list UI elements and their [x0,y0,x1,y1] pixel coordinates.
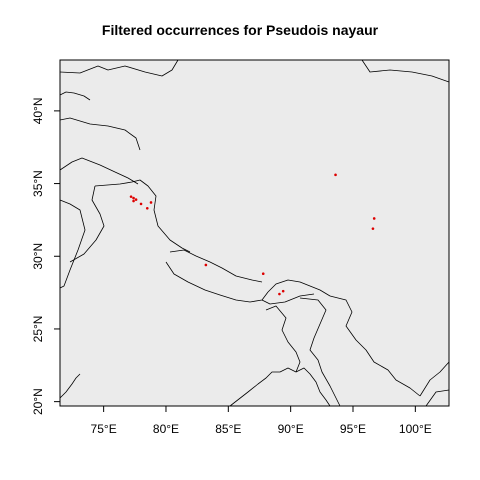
border-bhutan [267,279,331,297]
occurrence-points [129,173,376,296]
coastline-west-india [59,373,81,399]
occurrence-point [334,173,337,177]
occurrence-point [139,202,143,206]
border-pakistan-west [59,199,86,289]
y-tick-label: 25°N [31,316,45,343]
border-pakistan-india [94,179,191,253]
border-central-asia-b [59,91,91,101]
occurrence-point [261,272,265,276]
occurrence-point [371,227,375,230]
coastline-bay-of-bengal [229,367,331,407]
border-central-asia-c [59,117,141,151]
occurrence-point [129,195,133,198]
border-laos-thailand [419,361,450,397]
y-tick-label: 30°N [31,243,45,270]
border-afghanistan [59,157,139,185]
border-east-a [425,389,450,407]
border-myanmar-china [329,295,421,397]
x-tick-label: 100°E [399,422,432,436]
occurrence-point [204,263,208,267]
border-mongolia [361,59,450,83]
border-central-asia-a [59,59,179,77]
border-nepal-north [169,249,263,283]
border-northeast-india [299,297,341,407]
occurrence-point [149,201,153,204]
y-tick-label: 35°N [31,170,45,197]
border-nepal-south [165,261,269,303]
map-title: Filtered occurrences for Pseudois nayaur [101,22,379,38]
y-tick-label: 20°N [31,388,45,415]
x-tick-label: 80°E [153,422,179,436]
border-india-west [69,185,105,263]
occurrence-point [278,292,281,296]
y-tick-label: 40°N [31,97,45,124]
plot-panel [60,60,449,406]
occurrence-point [132,199,135,203]
occurrence-point [132,196,135,200]
occurrence-point [372,217,376,220]
x-tick-label: 95°E [340,422,366,436]
occurrence-point [134,198,138,201]
border-bhutan-south [261,293,315,305]
occurrence-point [281,289,285,293]
y-axis: 20°N 25°N 30°N 35°N 40°N [31,97,60,415]
border-bangladesh [265,305,301,373]
plot-border [59,59,450,407]
x-axis: 75°E 80°E 85°E 90°E 95°E 100°E [91,406,432,436]
x-tick-label: 90°E [278,422,304,436]
occurrence-point [145,206,149,210]
x-tick-label: 85°E [215,422,241,436]
x-tick-label: 75°E [91,422,117,436]
country-borders [59,59,450,407]
